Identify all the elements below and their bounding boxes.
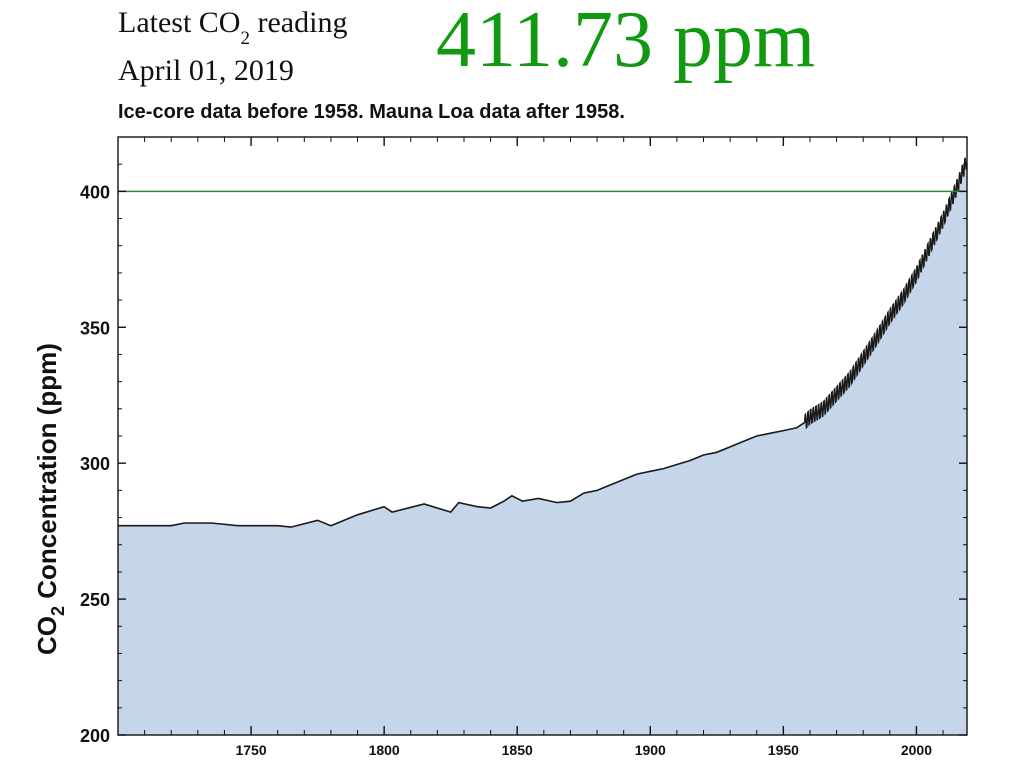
reading-label: Latest CO2 reading [118,6,348,49]
plot-axes: 200 250 300 350 400 1750 1800 1850 1900 1950 2000 [80,136,968,758]
reading-label-subscript: 2 [240,28,250,49]
reading-label-suffix: reading [249,6,348,39]
y-axis-label: CO2 Concentration (ppm) [32,343,68,655]
mauna-loa-series-line [804,157,968,430]
chart-caption: Ice-core data before 1958. Mauna Loa dat… [118,101,625,123]
plot-area-fill [118,160,967,736]
y-tick-label: 300 [80,454,110,474]
ice-core-series-line [118,421,806,528]
y-tick-label: 350 [80,318,110,338]
y-axis-label-prefix: CO [32,616,62,655]
x-tick-label: 1950 [768,742,799,758]
y-axis-label-suffix: Concentration (ppm) [32,343,62,606]
y-axis-label-subscript: 2 [48,606,68,616]
x-tick-label: 1750 [235,742,266,758]
y-axis-label-text: CO2 Concentration (ppm) [32,343,68,655]
reading-value: 411.73 ppm [436,0,816,84]
y-tick-label: 200 [80,726,110,746]
area-fill [118,160,967,736]
plot-series [118,157,968,528]
x-tick-label: 1900 [635,742,666,758]
reading-date: April 01, 2019 [118,54,294,87]
x-tick-label: 1850 [502,742,533,758]
y-tick-label: 400 [80,182,110,202]
y-tick-label: 250 [80,590,110,610]
x-tick-label: 2000 [901,742,932,758]
x-tick-label: 1800 [369,742,400,758]
reading-label-prefix: Latest CO [118,6,241,39]
